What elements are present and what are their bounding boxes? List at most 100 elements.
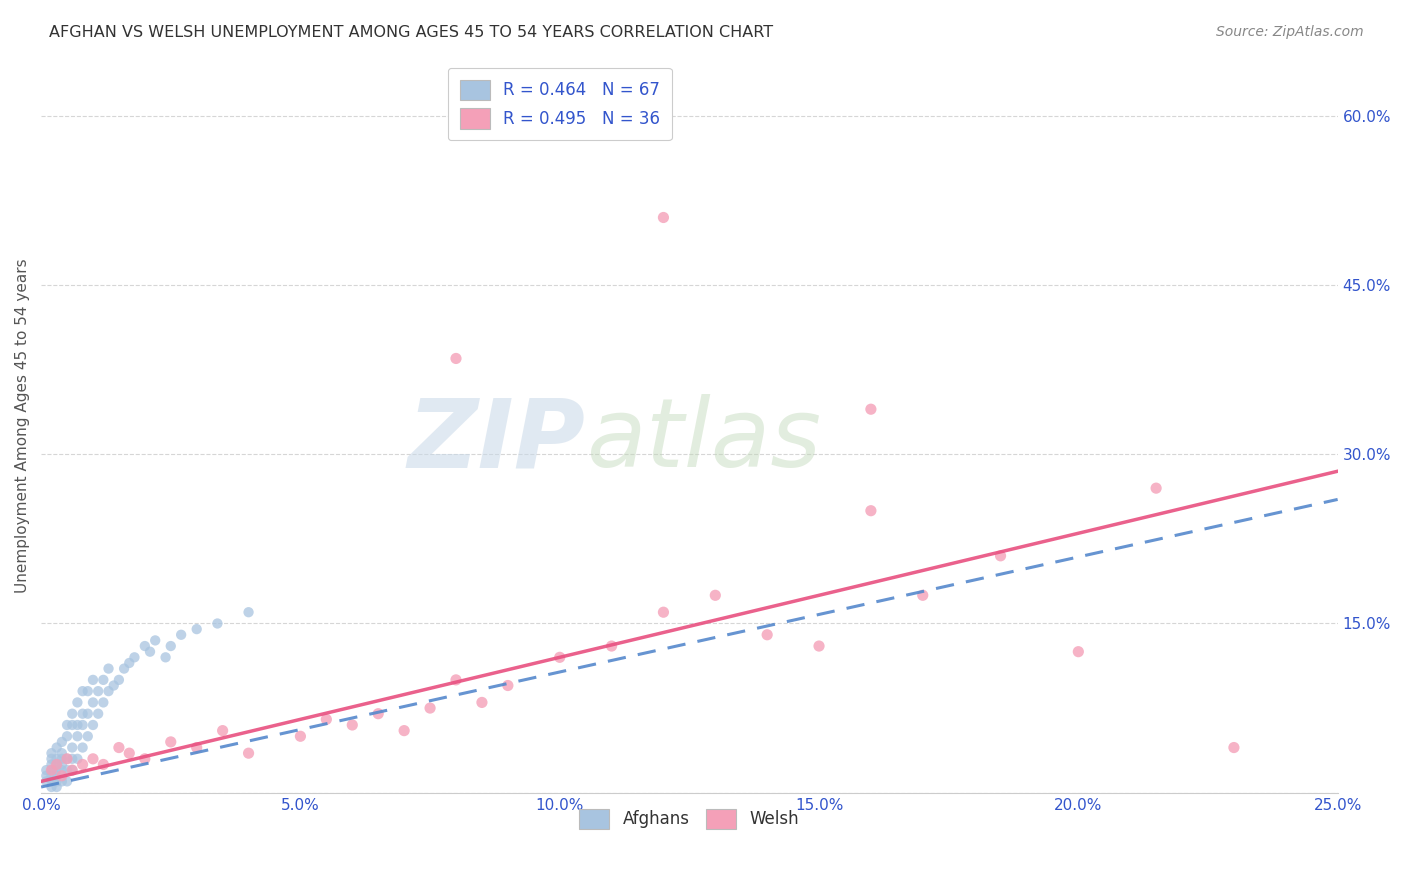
- Point: [45, 752, 67, 766]
- Point: [1144, 481, 1167, 495]
- Point: [66, 729, 89, 743]
- Point: [808, 639, 831, 653]
- Point: [60, 718, 83, 732]
- Point: [72, 740, 94, 755]
- Point: [548, 650, 571, 665]
- Point: [159, 735, 181, 749]
- Point: [72, 718, 94, 732]
- Point: [45, 769, 67, 783]
- Point: [51, 735, 73, 749]
- Point: [56, 763, 79, 777]
- Point: [45, 763, 67, 777]
- Point: [97, 684, 120, 698]
- Point: [60, 706, 83, 721]
- Point: [367, 706, 389, 721]
- Point: [652, 605, 675, 619]
- Point: [76, 729, 98, 743]
- Point: [170, 628, 193, 642]
- Point: [76, 706, 98, 721]
- Point: [41, 746, 63, 760]
- Point: [342, 718, 364, 732]
- Point: [290, 729, 312, 743]
- Point: [1067, 645, 1090, 659]
- Point: [41, 752, 63, 766]
- Point: [60, 752, 83, 766]
- Text: atlas: atlas: [586, 394, 821, 487]
- Point: [45, 757, 67, 772]
- Point: [124, 650, 146, 665]
- Point: [471, 695, 494, 709]
- Point: [139, 645, 162, 659]
- Point: [186, 740, 208, 755]
- Point: [41, 769, 63, 783]
- Point: [60, 740, 83, 755]
- Point: [66, 695, 89, 709]
- Point: [51, 769, 73, 783]
- Point: [41, 763, 63, 777]
- Legend: Afghans, Welsh: Afghans, Welsh: [572, 802, 806, 836]
- Point: [97, 662, 120, 676]
- Point: [72, 757, 94, 772]
- Point: [118, 656, 141, 670]
- Point: [60, 763, 83, 777]
- Point: [56, 752, 79, 766]
- Point: [72, 684, 94, 698]
- Point: [112, 662, 135, 676]
- Point: [56, 752, 79, 766]
- Point: [600, 639, 623, 653]
- Text: AFGHAN VS WELSH UNEMPLOYMENT AMONG AGES 45 TO 54 YEARS CORRELATION CHART: AFGHAN VS WELSH UNEMPLOYMENT AMONG AGES …: [49, 25, 773, 40]
- Point: [859, 402, 882, 417]
- Point: [51, 757, 73, 772]
- Point: [103, 679, 125, 693]
- Point: [51, 763, 73, 777]
- Point: [392, 723, 415, 738]
- Point: [155, 650, 177, 665]
- Point: [315, 712, 337, 726]
- Y-axis label: Unemployment Among Ages 45 to 54 years: Unemployment Among Ages 45 to 54 years: [15, 259, 30, 593]
- Point: [108, 673, 131, 687]
- Point: [87, 706, 110, 721]
- Point: [35, 774, 58, 789]
- Point: [82, 752, 104, 766]
- Point: [859, 504, 882, 518]
- Point: [51, 774, 73, 789]
- Point: [56, 718, 79, 732]
- Point: [990, 549, 1012, 563]
- Point: [496, 679, 519, 693]
- Point: [238, 605, 260, 619]
- Point: [82, 718, 104, 732]
- Point: [51, 752, 73, 766]
- Point: [911, 588, 934, 602]
- Point: [41, 774, 63, 789]
- Point: [82, 673, 104, 687]
- Point: [108, 740, 131, 755]
- Point: [207, 616, 229, 631]
- Point: [66, 752, 89, 766]
- Point: [143, 633, 166, 648]
- Point: [93, 757, 115, 772]
- Point: [211, 723, 233, 738]
- Point: [756, 628, 779, 642]
- Point: [87, 684, 110, 698]
- Point: [35, 769, 58, 783]
- Point: [45, 780, 67, 794]
- Point: [93, 695, 115, 709]
- Point: [652, 211, 675, 225]
- Point: [444, 673, 467, 687]
- Text: Source: ZipAtlas.com: Source: ZipAtlas.com: [1216, 25, 1364, 39]
- Point: [51, 746, 73, 760]
- Point: [45, 740, 67, 755]
- Point: [704, 588, 727, 602]
- Point: [134, 752, 156, 766]
- Point: [56, 774, 79, 789]
- Point: [238, 746, 260, 760]
- Point: [76, 684, 98, 698]
- Point: [41, 780, 63, 794]
- Point: [56, 729, 79, 743]
- Point: [82, 695, 104, 709]
- Point: [159, 639, 181, 653]
- Point: [41, 757, 63, 772]
- Point: [93, 673, 115, 687]
- Point: [134, 639, 156, 653]
- Point: [35, 763, 58, 777]
